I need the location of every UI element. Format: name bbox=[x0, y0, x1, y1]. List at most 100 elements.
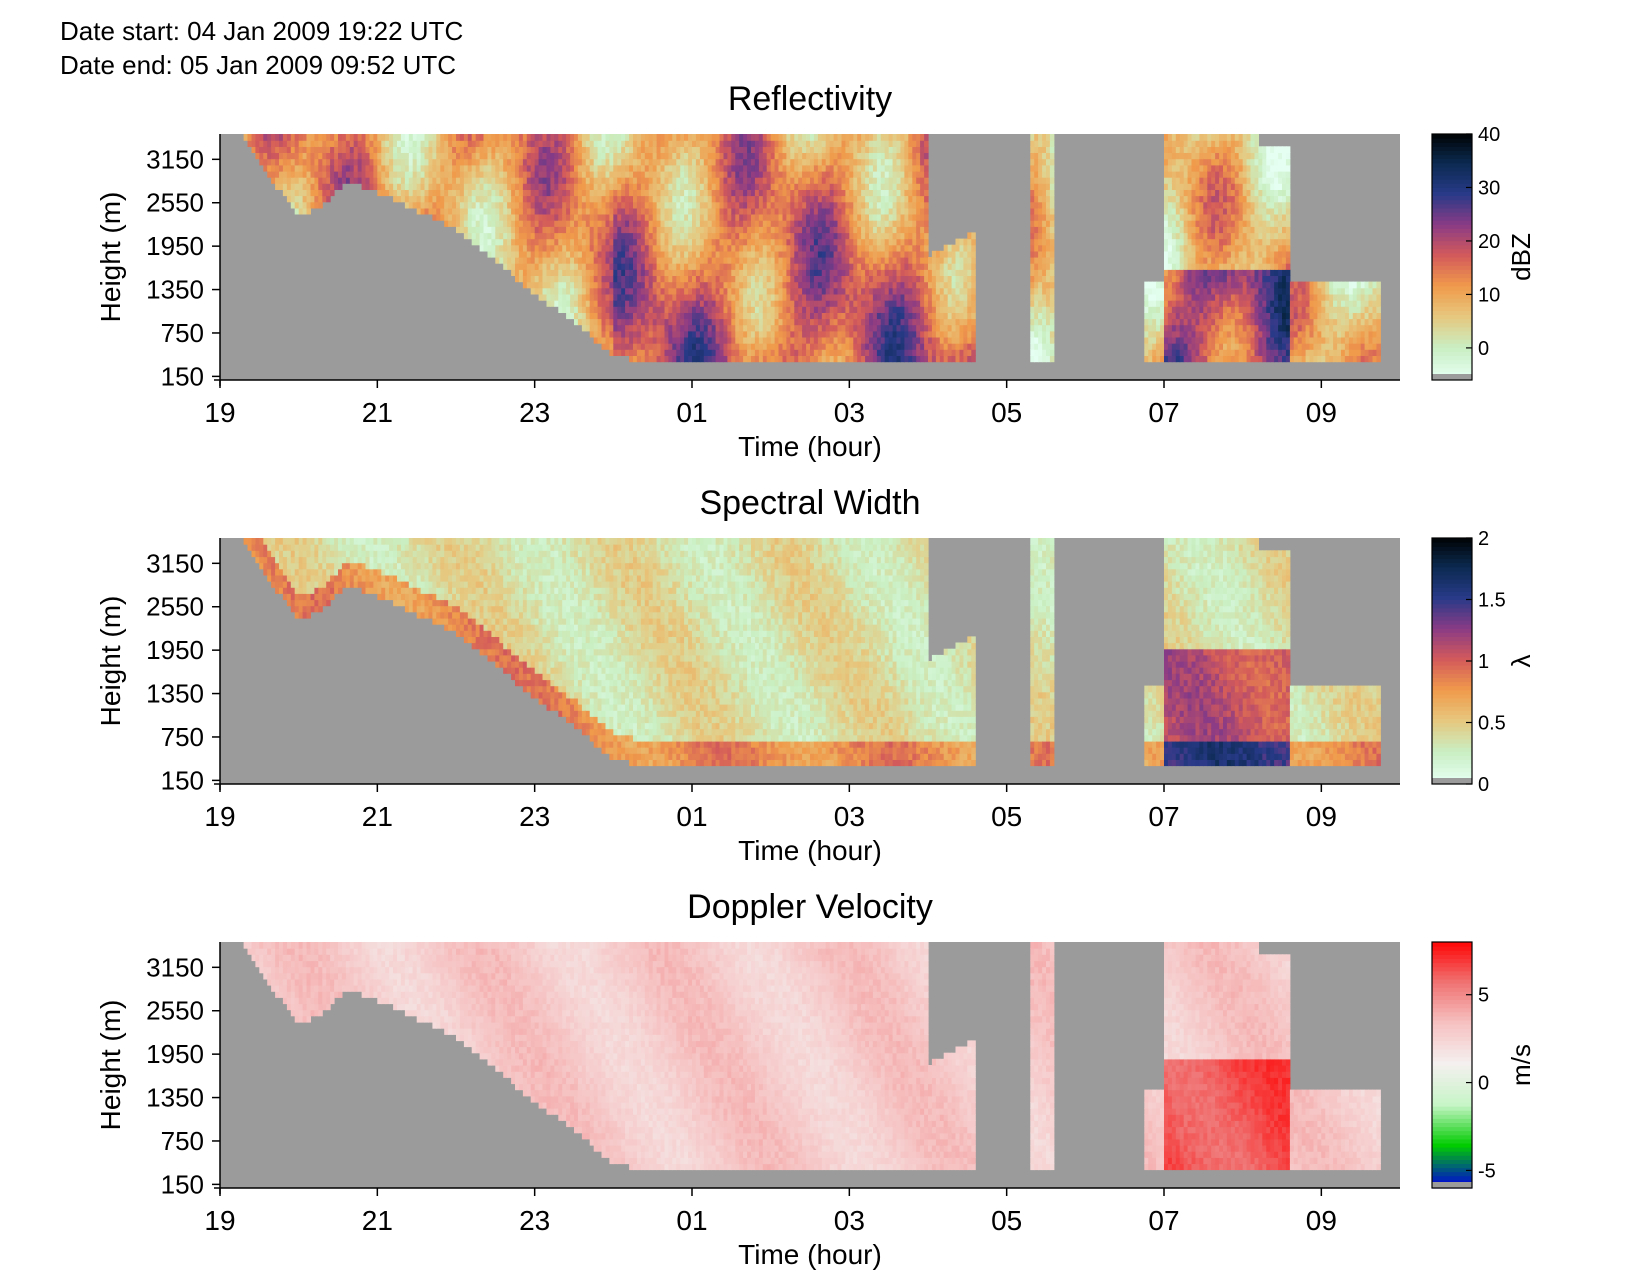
heatmap-cell bbox=[672, 220, 677, 227]
heatmap-cell bbox=[841, 318, 846, 326]
heatmap-cell bbox=[621, 170, 626, 178]
heatmap-cell bbox=[656, 244, 662, 252]
heatmap-cell bbox=[397, 152, 402, 160]
heatmap-cell bbox=[664, 257, 669, 264]
heatmap-cell bbox=[790, 269, 795, 276]
heatmap-cell bbox=[601, 330, 606, 338]
heatmap-cell bbox=[699, 330, 705, 338]
heatmap-cell bbox=[735, 312, 740, 320]
heatmap-cell bbox=[684, 275, 689, 283]
heatmap-cell bbox=[345, 140, 351, 147]
heatmap-cell bbox=[758, 263, 764, 270]
heatmap-cell bbox=[920, 343, 925, 350]
heatmap-cell bbox=[817, 330, 823, 338]
heatmap-cell bbox=[1144, 349, 1149, 356]
heatmap-cell bbox=[652, 189, 658, 197]
heatmap-cell bbox=[1049, 238, 1055, 246]
heatmap-cell bbox=[1034, 312, 1039, 320]
heatmap-cell bbox=[869, 349, 874, 356]
heatmap-cell bbox=[825, 355, 831, 363]
heatmap-cell bbox=[695, 300, 701, 307]
heatmap-cell bbox=[845, 349, 850, 356]
heatmap-cell bbox=[778, 343, 783, 350]
heatmap-cell bbox=[381, 134, 386, 141]
heatmap-cell bbox=[770, 140, 776, 147]
heatmap-cell bbox=[310, 146, 315, 153]
heatmap-cell bbox=[703, 343, 709, 350]
heatmap-cell bbox=[432, 140, 437, 147]
heatmap-cell bbox=[577, 238, 583, 246]
heatmap-cell bbox=[271, 177, 276, 184]
heatmap-cell bbox=[656, 183, 662, 190]
heatmap-cell bbox=[888, 134, 894, 141]
heatmap-cell bbox=[754, 232, 760, 240]
heatmap-cell bbox=[699, 306, 705, 313]
heatmap-cell bbox=[758, 195, 764, 203]
heatmap-cell bbox=[1144, 330, 1149, 338]
heatmap-cell bbox=[282, 146, 288, 153]
heatmap-cell bbox=[518, 250, 524, 258]
heatmap-cell bbox=[432, 183, 437, 190]
heatmap-cell bbox=[888, 355, 894, 363]
heatmap-cell bbox=[821, 312, 827, 320]
heatmap-cell bbox=[813, 269, 819, 276]
heatmap-cell bbox=[711, 213, 717, 221]
heatmap-cell bbox=[782, 134, 787, 141]
heatmap-cell bbox=[499, 232, 504, 240]
heatmap-cell bbox=[884, 164, 890, 172]
heatmap-cell bbox=[865, 312, 870, 320]
heatmap-cell bbox=[747, 170, 752, 178]
heatmap-cell bbox=[589, 281, 595, 289]
heatmap-cell bbox=[546, 183, 551, 190]
heatmap-cell bbox=[884, 207, 890, 215]
heatmap-cell bbox=[751, 189, 756, 197]
heatmap-cell bbox=[841, 343, 846, 350]
heatmap-cell bbox=[676, 220, 681, 227]
heatmap-cell bbox=[1049, 300, 1055, 307]
heatmap-cell bbox=[310, 170, 315, 178]
heatmap-cell bbox=[597, 287, 603, 295]
heatmap-cell bbox=[558, 146, 563, 153]
heatmap-cell bbox=[766, 324, 772, 332]
heatmap-cell bbox=[609, 336, 614, 344]
heatmap-cell bbox=[692, 300, 697, 307]
heatmap-cell bbox=[821, 146, 827, 153]
heatmap-cell bbox=[892, 300, 898, 307]
heatmap-cell bbox=[810, 170, 815, 178]
heatmap-cell bbox=[790, 293, 795, 301]
heatmap-cell bbox=[617, 318, 622, 326]
heatmap-cell bbox=[629, 318, 634, 326]
heatmap-cell bbox=[518, 257, 524, 264]
heatmap-cell bbox=[448, 183, 453, 190]
heatmap-cell bbox=[959, 275, 964, 283]
heatmap-cell bbox=[821, 330, 827, 338]
heatmap-cell bbox=[900, 300, 905, 307]
heatmap-cell bbox=[609, 183, 614, 190]
heatmap-cell bbox=[416, 158, 422, 166]
heatmap-cell bbox=[896, 250, 901, 258]
heatmap-cell bbox=[597, 318, 603, 326]
heatmap-cell bbox=[664, 226, 669, 234]
heatmap-cell bbox=[743, 324, 748, 332]
heatmap-cell bbox=[428, 189, 433, 197]
heatmap-cell bbox=[845, 275, 850, 283]
heatmap-cell bbox=[692, 349, 697, 356]
heatmap-cell bbox=[633, 152, 638, 160]
heatmap-cell bbox=[731, 355, 736, 363]
heatmap-cell bbox=[794, 232, 799, 240]
heatmap-cell bbox=[491, 164, 496, 172]
heatmap-cell bbox=[562, 226, 567, 234]
heatmap-cell bbox=[471, 195, 477, 203]
heatmap-cell bbox=[703, 195, 709, 203]
heatmap-cell bbox=[605, 207, 610, 215]
heatmap-cell bbox=[585, 158, 591, 166]
heatmap-cell bbox=[566, 146, 571, 153]
heatmap-cell bbox=[459, 146, 465, 153]
heatmap-cell bbox=[621, 336, 626, 344]
heatmap-cell bbox=[939, 336, 945, 344]
heatmap-cell bbox=[825, 330, 831, 338]
heatmap-cell bbox=[747, 355, 752, 363]
heatmap-cell bbox=[699, 312, 705, 320]
heatmap-cell bbox=[751, 324, 756, 332]
heatmap-cell bbox=[735, 177, 740, 184]
